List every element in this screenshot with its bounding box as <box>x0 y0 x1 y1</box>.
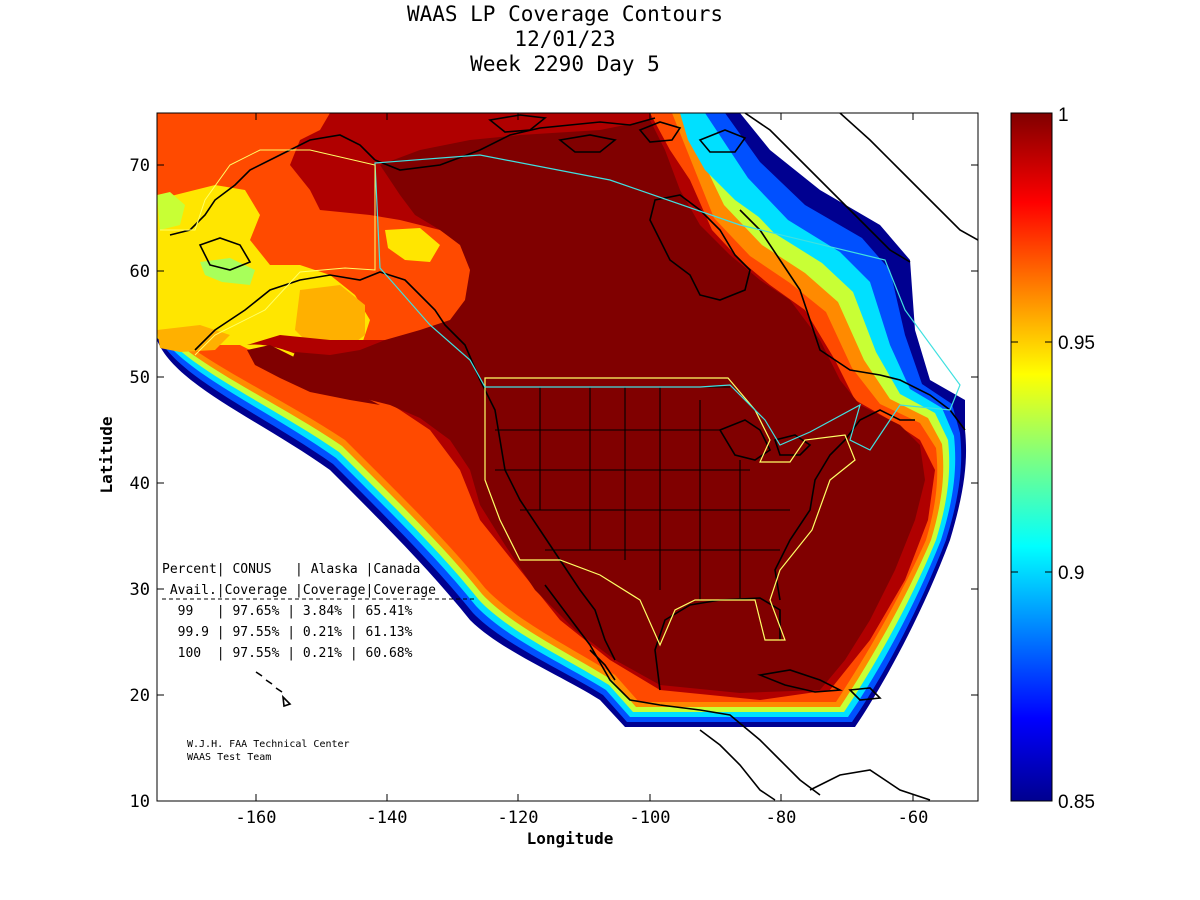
canada-service-volume <box>374 154 961 451</box>
x-tick-label: -60 <box>898 808 929 828</box>
title-line-2: 12/01/23 <box>514 27 616 51</box>
plot-frame <box>156 112 979 802</box>
table-row: 99.9 | 97.55% | 0.21% | 61.13% <box>162 625 413 640</box>
table-row: 99 | 97.65% | 3.84% | 65.41% <box>162 604 413 619</box>
x-tick-labels: -160 -140 -120 -100 -80 -60 <box>236 808 929 828</box>
y-tick-label: 60 <box>130 262 150 282</box>
x-tick-label: -160 <box>236 808 277 828</box>
contour-orange-yellow-2 <box>157 325 230 352</box>
credit-line-1: W.J.H. FAA Technical Center <box>187 739 350 750</box>
colorbar-ticks <box>1011 341 1052 573</box>
colorbar-tick-label: 1 <box>1058 105 1069 126</box>
title-line-1: WAAS LP Coverage Contours <box>406 2 724 26</box>
coastlines <box>169 113 978 801</box>
x-tick-label: -100 <box>630 808 671 828</box>
colorbar-tick-label: 0.9 <box>1058 563 1084 584</box>
credit: W.J.H. FAA Technical Center WAAS Test Te… <box>187 739 350 763</box>
colorbar-labels: 1 0.95 0.9 0.85 <box>1058 105 1095 813</box>
axis-ticks <box>157 113 978 802</box>
coverage-table: Percent| CONUS | Alaska |Canada Avail.|C… <box>162 562 476 661</box>
table-header: Percent| CONUS | Alaska |Canada <box>162 562 420 577</box>
x-tick-label: -140 <box>367 808 408 828</box>
y-tick-label: 10 <box>130 792 150 812</box>
colorbar-tick-label: 0.85 <box>1058 792 1095 813</box>
y-tick-label: 70 <box>130 156 150 176</box>
table-row: 100 | 97.55% | 0.21% | 60.68% <box>162 646 413 661</box>
colorbar <box>1010 112 1053 802</box>
contour-green-alaska <box>157 192 185 230</box>
y-tick-label: 20 <box>130 686 150 706</box>
contour-orange-yellow-1 <box>295 285 365 350</box>
service-volumes <box>160 149 961 647</box>
x-axis-label: Longitude <box>527 829 614 848</box>
y-tick-label: 40 <box>130 474 150 494</box>
contour-cyan-northeast <box>680 113 790 235</box>
colorbar-tick-label: 0.95 <box>1058 333 1095 354</box>
credit-line-2: WAAS Test Team <box>187 752 271 763</box>
x-tick-label: -120 <box>498 808 539 828</box>
alaska-service-volume <box>160 149 376 356</box>
coverage-contours <box>157 113 967 727</box>
contour-full-west <box>247 345 380 405</box>
plot-title: WAAS LP Coverage Contours 12/01/23 Week … <box>0 2 1130 77</box>
x-tick-label: -80 <box>766 808 797 828</box>
table-header: Avail.|Coverage |Coverage|Coverage <box>162 583 436 598</box>
conus-service-volume <box>484 377 856 647</box>
y-tick-label: 50 <box>130 368 150 388</box>
y-axis-label: Latitude <box>97 416 116 493</box>
y-tick-label: 30 <box>130 580 150 600</box>
y-tick-labels: 10 20 30 40 50 60 70 <box>130 156 150 812</box>
title-line-3: Week 2290 Day 5 <box>470 52 660 76</box>
contour-yellow-canada-west <box>385 228 440 262</box>
